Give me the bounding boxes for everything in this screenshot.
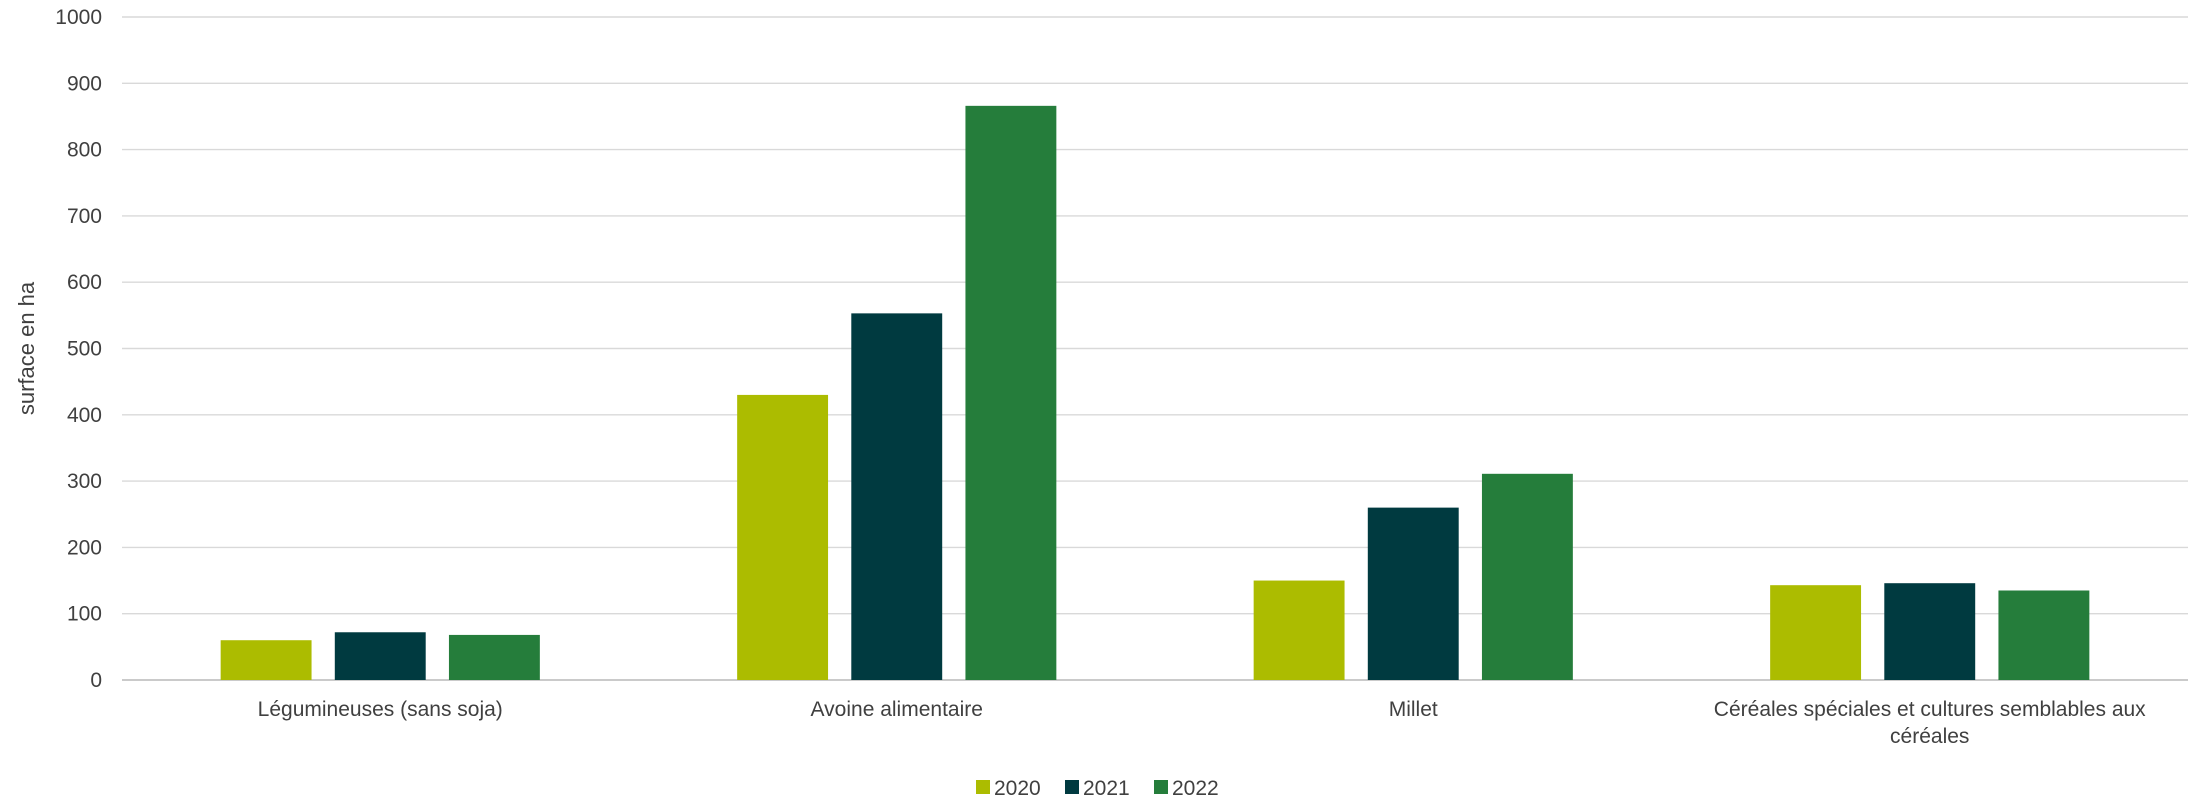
y-tick-label: 100 <box>67 603 102 626</box>
y-axis-title: surface en ha <box>14 281 39 415</box>
legend-swatch-2020 <box>976 780 990 794</box>
bar-2022-cat0 <box>448 634 540 680</box>
gridlines <box>122 16 2188 681</box>
y-axis-ticks: 0 100 200 300 400 500 600 700 800 900 1000 <box>55 6 102 692</box>
y-tick-label: 800 <box>67 139 102 162</box>
bar-2020-cat1 <box>737 394 829 680</box>
y-tick-label: 400 <box>67 404 102 427</box>
x-axis-categories: Légumineuses (sans soja) Avoine alimentai… <box>258 698 2147 748</box>
y-tick-label: 200 <box>67 536 102 559</box>
y-tick-label: 600 <box>67 271 102 294</box>
x-category-label: Légumineuses (sans soja) <box>258 698 503 721</box>
legend-label: 2022 <box>1172 777 1219 798</box>
y-tick-label: 300 <box>67 470 102 493</box>
y-tick-label: 500 <box>67 338 102 361</box>
y-tick-label: 700 <box>67 205 102 228</box>
bar-2020-cat3 <box>1770 585 1862 680</box>
bar-2021-cat2 <box>1367 507 1459 680</box>
legend-swatch-2021 <box>1065 780 1079 794</box>
y-tick-label: 1000 <box>55 6 102 29</box>
legend-label: 2021 <box>1083 777 1130 798</box>
y-tick-label: 0 <box>90 669 102 692</box>
bar-2022-cat2 <box>1481 473 1573 680</box>
bar-2020-cat0 <box>220 640 312 680</box>
bar-2020-cat2 <box>1253 580 1345 680</box>
bar-2021-cat0 <box>334 632 426 680</box>
x-category-label: Avoine alimentaire <box>811 698 983 721</box>
y-tick-label: 900 <box>67 72 102 95</box>
bar-2021-cat3 <box>1884 583 1976 680</box>
x-category-label: Millet <box>1389 698 1438 721</box>
legend: 2020 2021 2022 <box>976 777 1219 798</box>
legend-swatch-2022 <box>1154 780 1168 794</box>
bar-2022-cat1 <box>965 105 1057 681</box>
x-category-label: Céréales spéciales et cultures semblable… <box>1714 698 2146 721</box>
bar-2021-cat1 <box>851 313 943 680</box>
bars <box>220 105 2090 681</box>
bar-2022-cat3 <box>1998 590 2090 680</box>
x-category-label: céréales <box>1890 725 1969 748</box>
legend-label: 2020 <box>994 777 1041 798</box>
